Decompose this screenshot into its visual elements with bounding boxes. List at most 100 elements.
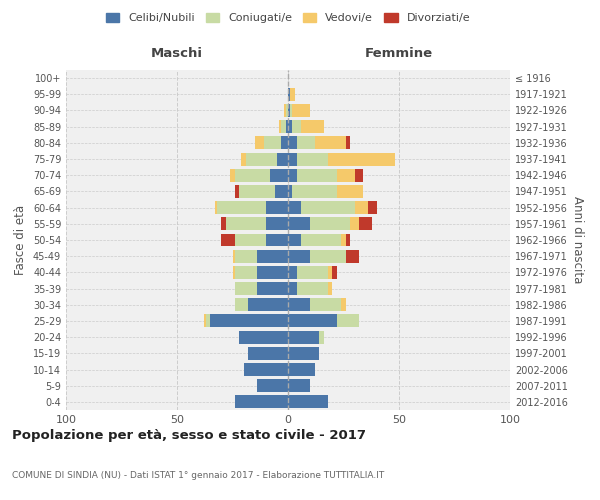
Bar [266,201,288,214]
Bar [290,104,292,117]
Bar [292,185,337,198]
Bar [239,185,275,198]
Bar [288,169,297,181]
Bar [281,136,288,149]
Bar [235,234,266,246]
Bar [310,250,346,262]
Bar [319,330,323,344]
Bar [288,314,337,328]
Bar [337,314,359,328]
Bar [328,282,332,295]
Bar [350,218,359,230]
Bar [297,152,328,166]
Bar [277,152,288,166]
Bar [292,120,301,133]
Bar [288,88,290,101]
Text: Popolazione per età, sesso e stato civile - 2017: Popolazione per età, sesso e stato civil… [12,430,366,442]
Legend: Celibi/Nubili, Coniugati/e, Vedovi/e, Divorziati/e: Celibi/Nubili, Coniugati/e, Vedovi/e, Di… [101,8,475,28]
Bar [281,120,286,133]
Bar [288,185,292,198]
Bar [288,234,301,246]
Text: COMUNE DI SINDIA (NU) - Dati ISTAT 1° gennaio 2017 - Elaborazione TUTTITALIA.IT: COMUNE DI SINDIA (NU) - Dati ISTAT 1° ge… [12,471,384,480]
Bar [286,104,288,117]
Bar [257,379,288,392]
Bar [328,266,332,279]
Bar [292,104,310,117]
Bar [244,363,288,376]
Bar [246,152,277,166]
Text: Maschi: Maschi [151,48,203,60]
Bar [241,152,246,166]
Bar [310,298,341,311]
Bar [288,152,297,166]
Bar [233,250,235,262]
Bar [284,104,286,117]
Bar [288,218,310,230]
Bar [211,314,288,328]
Bar [206,314,211,328]
Bar [230,169,235,181]
Bar [235,282,257,295]
Bar [368,201,377,214]
Bar [239,330,288,344]
Y-axis label: Anni di nascita: Anni di nascita [571,196,584,284]
Bar [297,136,314,149]
Bar [355,201,368,214]
Bar [217,201,266,214]
Bar [301,234,341,246]
Bar [288,120,292,133]
Y-axis label: Fasce di età: Fasce di età [14,205,27,275]
Bar [288,347,319,360]
Bar [248,347,288,360]
Bar [341,234,346,246]
Bar [346,136,350,149]
Bar [355,169,364,181]
Bar [297,282,328,295]
Bar [288,250,310,262]
Bar [288,363,314,376]
Bar [286,120,288,133]
Bar [266,234,288,246]
Bar [226,218,266,230]
Bar [288,136,297,149]
Bar [235,185,239,198]
Bar [203,314,206,328]
Bar [314,136,346,149]
Bar [288,282,297,295]
Bar [235,250,257,262]
Bar [359,218,373,230]
Bar [248,298,288,311]
Bar [257,250,288,262]
Bar [288,379,310,392]
Bar [270,169,288,181]
Bar [263,136,281,149]
Bar [301,201,355,214]
Bar [288,298,310,311]
Bar [235,396,288,408]
Bar [288,266,297,279]
Bar [288,201,301,214]
Bar [310,218,350,230]
Bar [233,266,235,279]
Bar [337,185,364,198]
Bar [221,234,235,246]
Bar [275,185,288,198]
Bar [332,266,337,279]
Bar [288,330,319,344]
Bar [257,266,288,279]
Bar [346,250,359,262]
Bar [297,266,328,279]
Bar [215,201,217,214]
Bar [346,234,350,246]
Bar [290,88,295,101]
Bar [341,298,346,311]
Bar [288,396,328,408]
Bar [297,169,337,181]
Bar [288,104,290,117]
Bar [301,120,323,133]
Bar [235,298,248,311]
Text: Femmine: Femmine [365,48,433,60]
Bar [266,218,288,230]
Bar [235,266,257,279]
Bar [279,120,281,133]
